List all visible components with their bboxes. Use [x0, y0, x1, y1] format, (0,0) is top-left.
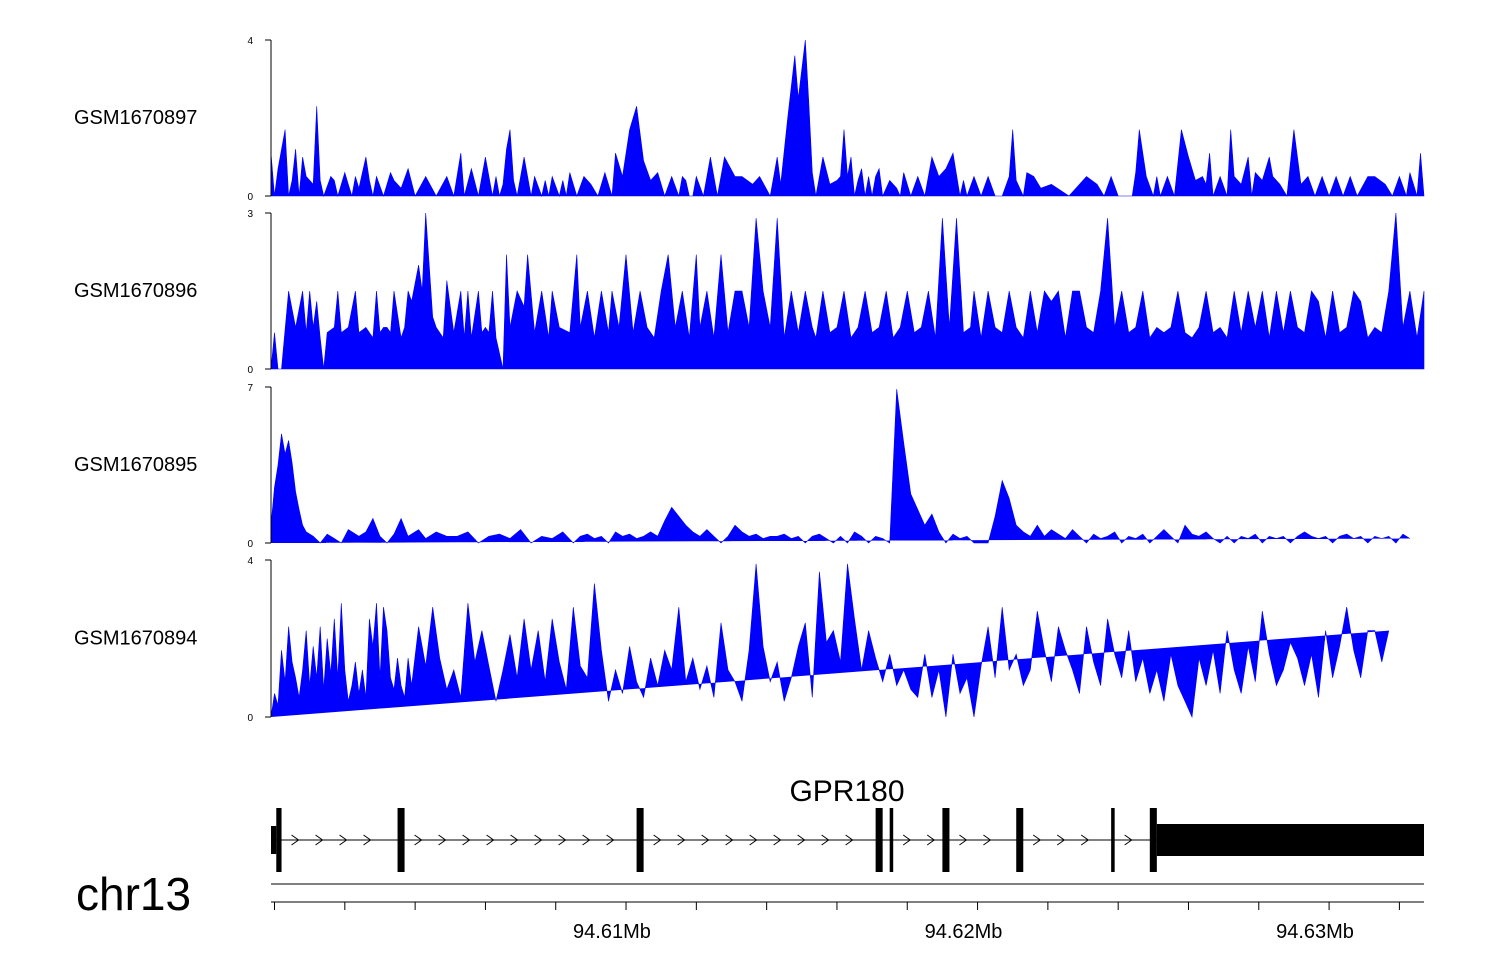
strand-chevron [558, 834, 567, 846]
strand-chevron [773, 834, 782, 846]
y-tick-label-min: 0 [247, 539, 253, 550]
track-label: GSM1670896 [74, 280, 197, 302]
signal-tracks: 4 0 GSM1670897 3 0 GSM1670896 7 0 GSM1670895 4 0 GS… [74, 36, 1425, 724]
strand-chevron [677, 834, 686, 846]
exon-block [276, 808, 282, 872]
strand-chevron [1056, 834, 1066, 846]
strand-chevron [339, 834, 348, 846]
y-tick-label-min: 0 [247, 192, 253, 203]
exon-block [271, 826, 277, 854]
exon-block [1149, 808, 1157, 872]
y-tick-label-min: 0 [247, 713, 253, 724]
genome-axis: 94.61Mb 94.62Mb 94.63Mb [271, 883, 1424, 943]
strand-chevron [926, 834, 936, 846]
strand-chevron [438, 834, 447, 846]
strand-chevron [797, 834, 806, 846]
track-gsm1670895: 7 0 GSM1670895 [74, 383, 1411, 550]
strand-chevron [749, 834, 758, 846]
track-label: GSM1670894 [74, 628, 197, 650]
strand-chevron [725, 834, 734, 846]
strand-chevron [606, 834, 615, 846]
strand-chevron [414, 834, 423, 846]
strand-chevron [821, 834, 830, 846]
axis-tick-label: 94.62Mb [925, 921, 1003, 943]
signal-area [270, 563, 1390, 719]
gene-track: GPR180 [271, 775, 1424, 872]
strand-chevron [291, 834, 300, 846]
exon-block [636, 808, 644, 872]
y-tick-label-max: 7 [247, 383, 253, 394]
strand-chevron [462, 834, 471, 846]
track-gsm1670896: 3 0 GSM1670896 [74, 209, 1425, 376]
strand-chevron [363, 834, 372, 846]
strand-chevron [701, 834, 710, 846]
axis-tick-label: 94.63Mb [1276, 921, 1354, 943]
strand-chevron [983, 834, 992, 846]
exon-block [875, 808, 883, 872]
exon-block [397, 808, 405, 872]
track-label: GSM1670895 [74, 454, 197, 476]
strand-chevron [510, 834, 519, 846]
signal-area [270, 212, 1425, 370]
strand-chevron [1124, 834, 1133, 846]
strand-chevron [959, 834, 968, 846]
exon-block [889, 808, 894, 872]
gene-name-label: GPR180 [789, 775, 904, 808]
strand-chevron [582, 834, 591, 846]
track-gsm1670897: 4 0 GSM1670897 [74, 36, 1425, 203]
y-tick-label-max: 4 [247, 36, 253, 47]
track-gsm1670894: 4 0 GSM1670894 [74, 556, 1390, 724]
strand-chevron [845, 834, 854, 846]
axis-tick-label: 94.61Mb [573, 921, 651, 943]
strand-chevron [534, 834, 543, 846]
strand-chevron [486, 834, 495, 846]
track-label: GSM1670897 [74, 107, 197, 129]
exon-block [942, 808, 950, 872]
y-tick-label-max: 3 [247, 209, 253, 220]
strand-chevron [315, 834, 324, 846]
strand-chevron [902, 834, 912, 846]
exon-block [1016, 808, 1024, 872]
strand-chevron [1032, 834, 1042, 846]
strand-chevron [653, 834, 662, 846]
strand-chevron [1080, 834, 1090, 846]
exon-block [1156, 824, 1424, 856]
signal-area [270, 39, 1425, 198]
exon-block [1111, 808, 1115, 872]
y-tick-label-min: 0 [247, 365, 253, 376]
signal-area [270, 389, 1411, 544]
chromosome-label: chr13 [76, 868, 191, 920]
y-tick-label-max: 4 [247, 556, 253, 567]
